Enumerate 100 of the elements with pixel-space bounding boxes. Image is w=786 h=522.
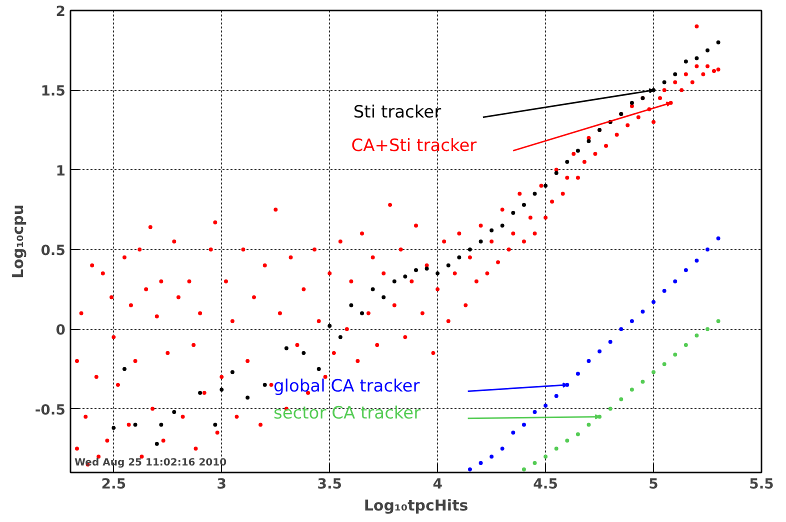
point <box>544 454 548 459</box>
point <box>619 397 624 402</box>
point <box>436 271 440 276</box>
point <box>500 224 504 228</box>
point <box>706 327 710 332</box>
x-tick-label: 4.5 <box>533 476 558 492</box>
point <box>220 388 224 392</box>
x-tick-label: 2.5 <box>101 476 126 492</box>
point <box>213 422 218 427</box>
point <box>490 454 494 459</box>
point <box>382 295 386 300</box>
point <box>608 340 612 344</box>
point <box>172 410 176 414</box>
point <box>694 258 699 263</box>
x-tick-label: 3.5 <box>317 476 342 492</box>
point <box>598 349 602 354</box>
point <box>532 460 537 465</box>
point <box>159 422 164 427</box>
point <box>716 40 720 44</box>
y-tick-label: 0 <box>56 322 66 339</box>
point <box>328 324 332 328</box>
point <box>122 366 126 371</box>
point <box>424 266 429 271</box>
point <box>565 160 570 164</box>
point <box>586 358 591 363</box>
point <box>230 370 234 374</box>
point <box>706 247 710 252</box>
point <box>640 380 645 384</box>
point <box>500 446 504 451</box>
y-tick-label: 0.5 <box>40 242 66 259</box>
point <box>468 247 472 252</box>
point <box>716 236 720 240</box>
point <box>457 255 462 260</box>
x-tick-label: 5 <box>648 476 658 492</box>
point <box>576 148 580 153</box>
point <box>112 426 116 430</box>
point <box>652 300 656 304</box>
point <box>349 303 354 308</box>
point <box>246 396 250 400</box>
x-tick-label: 3 <box>216 476 227 492</box>
point <box>522 422 526 427</box>
point <box>694 333 699 338</box>
point <box>565 438 570 443</box>
point <box>284 346 288 350</box>
point <box>198 390 202 395</box>
x-tick-label: 4 <box>432 476 443 492</box>
y-tick-label: 1 <box>56 163 66 180</box>
point <box>652 370 656 374</box>
point <box>554 446 558 451</box>
point <box>640 310 645 314</box>
point <box>302 351 306 356</box>
point <box>544 404 548 408</box>
x-axis-title: Log₁₀tpcHits <box>364 496 468 514</box>
point <box>154 442 159 446</box>
point <box>554 171 558 175</box>
point <box>511 430 516 435</box>
point <box>706 48 710 52</box>
point <box>532 410 537 414</box>
point <box>608 406 612 411</box>
point <box>554 394 558 398</box>
point <box>630 319 634 324</box>
text: global CA tracker <box>273 376 420 396</box>
point <box>478 460 483 465</box>
point <box>392 279 396 284</box>
point <box>586 422 591 427</box>
point <box>522 202 526 207</box>
point <box>446 263 450 268</box>
point <box>511 210 516 215</box>
point <box>576 432 580 436</box>
annotation: Wed Aug 25 11:02:16 2010 <box>74 458 227 468</box>
text: Sti tracker <box>353 102 442 122</box>
point <box>662 288 666 293</box>
text: sector CA tracker <box>273 404 421 424</box>
point <box>716 319 720 324</box>
point <box>262 382 267 387</box>
y-axis-title: Log₁₀cpu <box>8 204 27 279</box>
point <box>414 268 418 272</box>
point <box>630 388 634 392</box>
point <box>403 274 408 279</box>
point <box>133 422 138 427</box>
point <box>662 80 666 84</box>
point <box>684 268 688 272</box>
point <box>370 287 375 292</box>
point <box>522 467 526 472</box>
y-tick-label: 1.5 <box>40 84 66 100</box>
point <box>338 335 342 340</box>
point <box>694 56 699 60</box>
point <box>673 279 678 284</box>
point <box>490 228 494 232</box>
point <box>478 240 483 244</box>
point <box>576 372 580 376</box>
point <box>586 139 591 144</box>
point <box>619 327 624 332</box>
point <box>684 59 688 64</box>
point <box>630 100 634 105</box>
point <box>316 366 321 371</box>
x-tick-label: 5.5 <box>749 476 774 492</box>
point <box>360 311 364 316</box>
y-tick-label: -0.5 <box>34 402 66 418</box>
text: CA+Sti tracker <box>351 136 477 156</box>
